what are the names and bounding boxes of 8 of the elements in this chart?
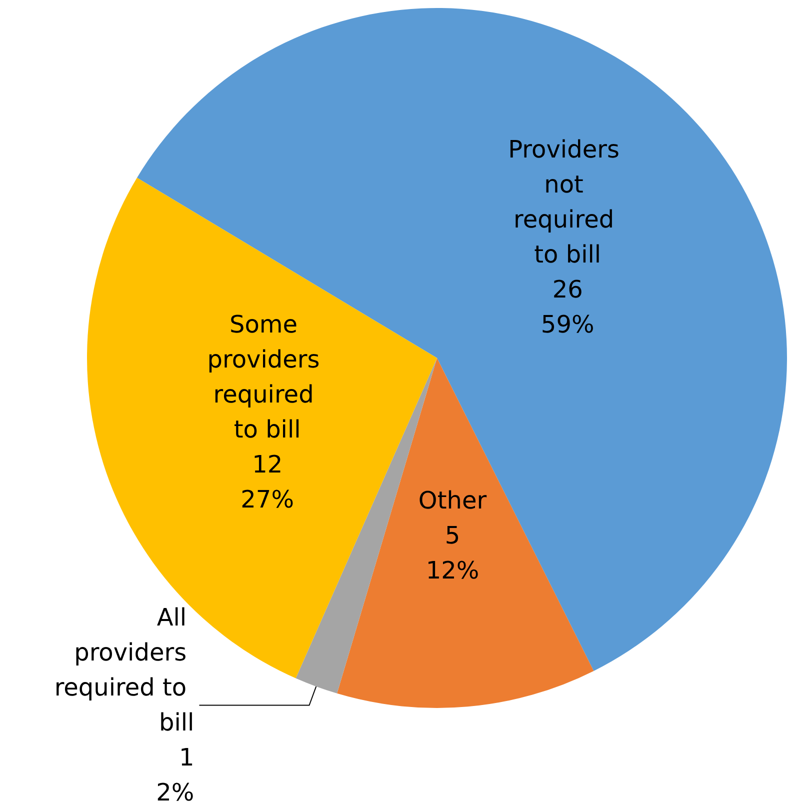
data-label: 5 12% [426, 521, 480, 584]
data-label: 1 2% [156, 744, 194, 807]
data-label: 12 27% [240, 450, 294, 514]
data-label: 26 59% [540, 276, 594, 339]
slice-label: Providers not required to bill [508, 136, 628, 269]
slice-label: Some providers required to bill [207, 310, 328, 444]
slice-label: All providers required to bill [54, 604, 194, 737]
slice-label: Other [418, 486, 487, 514]
